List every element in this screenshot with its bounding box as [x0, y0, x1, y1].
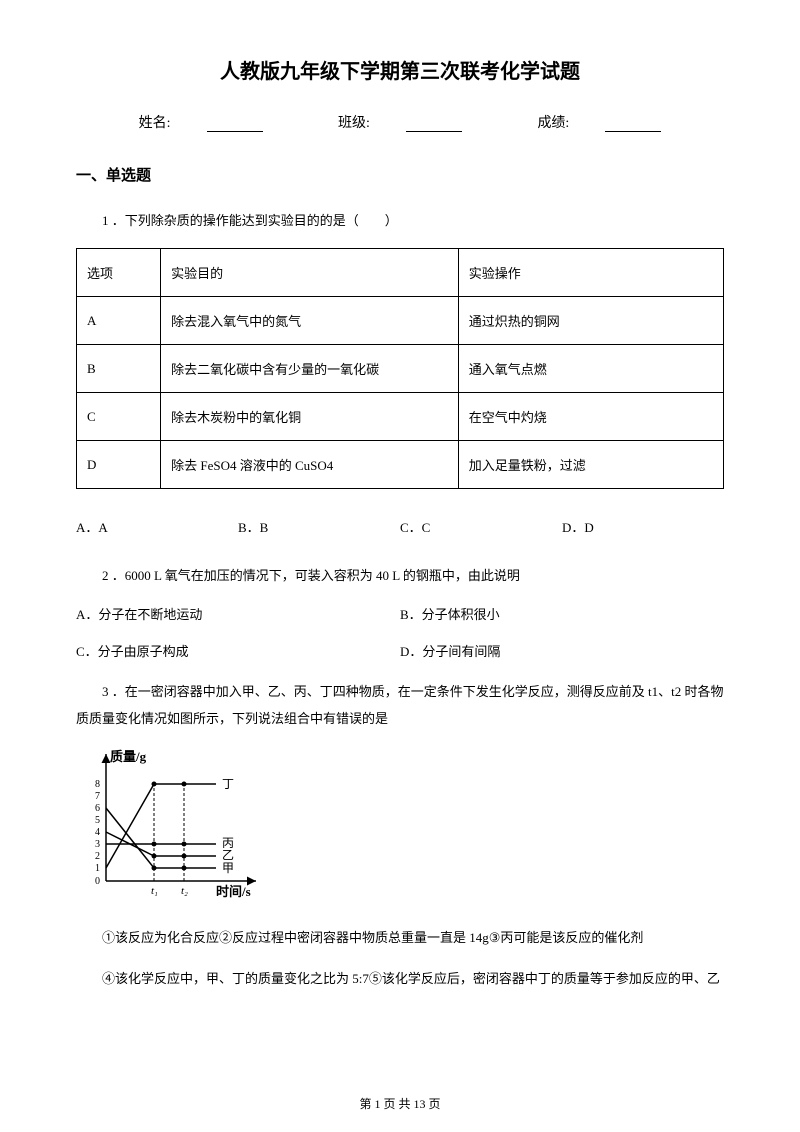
page-title: 人教版九年级下学期第三次联考化学试题: [76, 55, 724, 84]
q2-text: 2 ．6000 L 氧气在加压的情况下，可装入容积为 40 L 的钢瓶中，由此说…: [76, 562, 724, 589]
opt-d: D．分子间有间隔: [400, 641, 724, 660]
opt-d: D．D: [562, 517, 724, 536]
cell: 通过炽热的铜网: [458, 297, 723, 345]
svg-text:6: 6: [95, 803, 100, 814]
opt-a: A．A: [76, 517, 238, 536]
class-field[interactable]: [406, 118, 462, 132]
table-row: 选项 实验目的 实验操作: [77, 249, 724, 297]
table-row: B 除去二氧化碳中含有少量的一氧化碳 通入氧气点燃: [77, 345, 724, 393]
svg-text:t₂: t₂: [181, 885, 188, 897]
svg-text:甲: 甲: [222, 861, 234, 875]
table-row: A 除去混入氧气中的氮气 通过炽热的铜网: [77, 297, 724, 345]
q3-text: 3 ．在一密闭容器中加入甲、乙、丙、丁四种物质，在一定条件下发生化学反应，测得反…: [76, 678, 724, 733]
svg-text:质量/g: 质量/g: [110, 749, 147, 764]
svg-text:乙: 乙: [222, 848, 234, 862]
table-row: C 除去木炭粉中的氧化铜 在空气中灼烧: [77, 393, 724, 441]
svg-text:时间/s: 时间/s: [216, 884, 251, 899]
svg-text:5: 5: [95, 815, 100, 826]
score-field[interactable]: [605, 118, 661, 132]
opt-a: A．分子在不断地运动: [76, 604, 400, 623]
svg-text:3: 3: [95, 839, 100, 850]
info-line: 姓名: 班级: 成绩:: [76, 112, 724, 132]
name-label: 姓名:: [139, 116, 171, 131]
svg-text:1: 1: [95, 863, 100, 874]
cell: B: [77, 345, 161, 393]
score-label: 成绩:: [537, 116, 569, 131]
opt-c: C．分子由原子构成: [76, 641, 400, 660]
svg-text:0: 0: [95, 876, 100, 887]
cell: A: [77, 297, 161, 345]
cell: 在空气中灼烧: [458, 393, 723, 441]
svg-text:7: 7: [95, 791, 100, 802]
q1-table: 选项 实验目的 实验操作 A 除去混入氧气中的氮气 通过炽热的铜网 B 除去二氧…: [76, 248, 724, 489]
class-label: 班级:: [338, 116, 370, 131]
cell: 除去 FeSO4 溶液中的 CuSO4: [161, 441, 459, 489]
cell: 除去二氧化碳中含有少量的一氧化碳: [161, 345, 459, 393]
table-row: D 除去 FeSO4 溶液中的 CuSO4 加入足量铁粉，过滤: [77, 441, 724, 489]
cell: 除去木炭粉中的氧化铜: [161, 393, 459, 441]
opt-b: B．B: [238, 517, 400, 536]
svg-text:8: 8: [95, 779, 100, 790]
svg-text:2: 2: [95, 851, 100, 862]
cell: 除去混入氧气中的氮气: [161, 297, 459, 345]
q2-options-row1: A．分子在不断地运动 B．分子体积很小: [76, 604, 724, 623]
th-option: 选项: [77, 249, 161, 297]
opt-b: B．分子体积很小: [400, 604, 724, 623]
svg-text:4: 4: [95, 827, 100, 838]
svg-text:丁: 丁: [222, 777, 234, 791]
cell: C: [77, 393, 161, 441]
section-heading: 一、单选题: [76, 164, 724, 185]
q3-stmt1: ①该反应为化合反应②反应过程中密闭容器中物质总重量一直是 14g③丙可能是该反应…: [76, 924, 724, 951]
svg-text:t₁: t₁: [151, 885, 158, 897]
q2-options-row2: C．分子由原子构成 D．分子间有间隔: [76, 641, 724, 660]
cell: 加入足量铁粉，过滤: [458, 441, 723, 489]
q1-options: A．A B．B C．C D．D: [76, 517, 724, 536]
q1-text: 1 ．下列除杂质的操作能达到实验目的的是（ ）: [76, 207, 724, 234]
cell: D: [77, 441, 161, 489]
q3-chart: 1 2 3 4 5 6 7 8 0 质量/g 时间/s t₁ t₂ 丁: [76, 746, 276, 906]
name-field[interactable]: [207, 118, 263, 132]
cell: 通入氧气点燃: [458, 345, 723, 393]
th-purpose: 实验目的: [161, 249, 459, 297]
q3-stmt2: ④该化学反应中，甲、丁的质量变化之比为 5:7⑤该化学反应后，密闭容器中丁的质量…: [76, 965, 724, 992]
th-operation: 实验操作: [458, 249, 723, 297]
page-footer: 第 1 页 共 13 页: [0, 1095, 800, 1112]
opt-c: C．C: [400, 517, 562, 536]
